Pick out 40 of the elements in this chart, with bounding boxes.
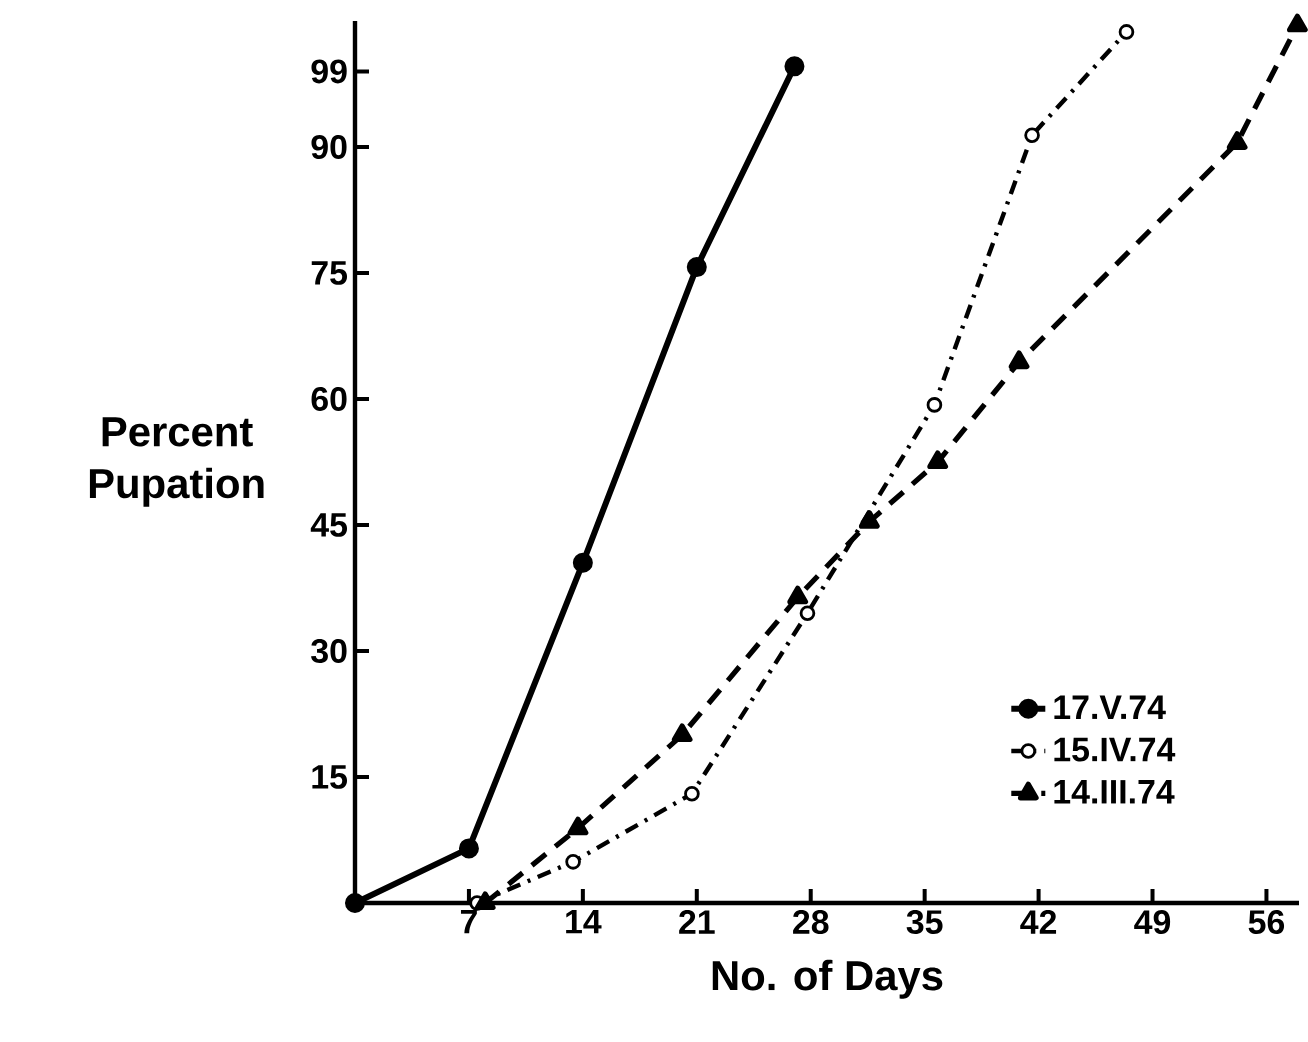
x-tick-label: 28 [793, 910, 829, 935]
x-tick-label: 35 [906, 910, 943, 935]
point [926, 397, 943, 413]
point [927, 450, 949, 470]
y-tick-label: 45 [310, 513, 348, 537]
point [671, 723, 693, 743]
point [1286, 13, 1308, 33]
y-tick-label: 30 [311, 638, 347, 664]
x-tick-label: 21 [679, 910, 715, 934]
point [565, 854, 581, 870]
x-tick-label: 7 [460, 910, 477, 934]
legend-label: 17.V.74 [1054, 695, 1166, 719]
y-tick-label: 99 [311, 59, 347, 84]
y-tick-label: 60 [311, 387, 347, 411]
x-tick-label: 56 [1248, 910, 1285, 935]
point [787, 585, 809, 605]
y-tick-label: 90 [311, 135, 347, 159]
point [572, 552, 593, 573]
point [858, 510, 880, 529]
x-tick-label: 14 [566, 910, 602, 934]
point [567, 816, 589, 836]
point [799, 605, 816, 621]
y-tick-label: 75 [311, 261, 348, 285]
point [784, 56, 805, 77]
x-axis-title: No. of Days [712, 959, 943, 999]
y-tick-label: 15 [312, 765, 348, 789]
point [1024, 127, 1040, 144]
point [1008, 350, 1030, 370]
point [458, 838, 479, 859]
y-axis-title: Percent Pupation [89, 417, 264, 507]
x-tick-label: 49 [1134, 910, 1171, 935]
x-tick-label: 42 [1020, 910, 1057, 934]
legend-label: 15.IV.74 [1054, 737, 1176, 762]
legend-label: 14.III.74 [1054, 780, 1175, 804]
point [474, 891, 496, 911]
point [686, 257, 707, 278]
point [345, 893, 365, 913]
point [684, 786, 700, 802]
point [1118, 24, 1135, 40]
point [1226, 131, 1248, 150]
